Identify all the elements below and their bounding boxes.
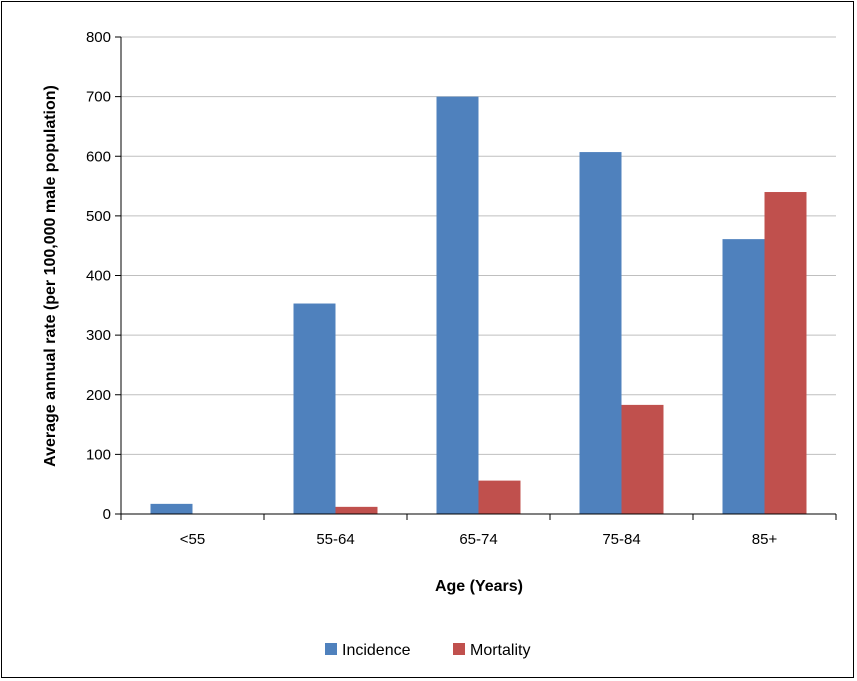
y-tick-label: 300 xyxy=(86,327,111,344)
y-tick-label: 100 xyxy=(86,446,111,463)
bar-mortality-2 xyxy=(478,480,521,514)
legend: Incidence Mortality xyxy=(325,642,530,659)
bar-incidence-3 xyxy=(579,152,622,515)
axes xyxy=(120,37,837,520)
bar-mortality-1 xyxy=(335,506,378,514)
y-tick-label: 600 xyxy=(86,148,111,165)
x-tick-label: 55-64 xyxy=(316,531,354,548)
y-tick-labels: 0 100 200 300 400 500 600 700 800 xyxy=(86,29,111,523)
bar-mortality-3 xyxy=(621,404,664,514)
y-tick-label: 700 xyxy=(86,89,111,106)
x-axis-title: Age (Years) xyxy=(435,578,523,595)
y-tick-label: 400 xyxy=(86,268,111,285)
bar-incidence-4 xyxy=(722,239,765,514)
bar-incidence-1 xyxy=(293,303,336,514)
x-tick-labels: <55 55-64 65-74 75-84 85+ xyxy=(180,531,778,548)
legend-swatch-incidence xyxy=(325,643,337,655)
x-tick-label: 85+ xyxy=(752,531,778,548)
y-tick-label: 200 xyxy=(86,387,111,404)
x-tick-label: <55 xyxy=(180,531,205,548)
y-axis-title: Average annual rate (per 100,000 male po… xyxy=(42,85,59,467)
x-tick-label: 75-84 xyxy=(602,531,640,548)
legend-swatch-mortality xyxy=(453,643,465,655)
legend-label-mortality: Mortality xyxy=(470,642,530,659)
bars xyxy=(150,96,807,515)
y-tick-label: 500 xyxy=(86,208,111,225)
bar-incidence-2 xyxy=(436,96,479,514)
legend-label-incidence: Incidence xyxy=(342,642,411,659)
y-tick-label: 0 xyxy=(103,506,111,523)
x-tick-label: 65-74 xyxy=(459,531,497,548)
bar-mortality-4 xyxy=(764,192,807,514)
bar-incidence-0 xyxy=(150,503,193,514)
y-tick-label: 800 xyxy=(86,29,111,46)
